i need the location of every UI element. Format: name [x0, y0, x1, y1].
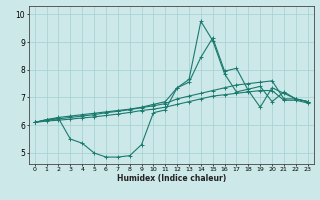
X-axis label: Humidex (Indice chaleur): Humidex (Indice chaleur) — [116, 174, 226, 183]
